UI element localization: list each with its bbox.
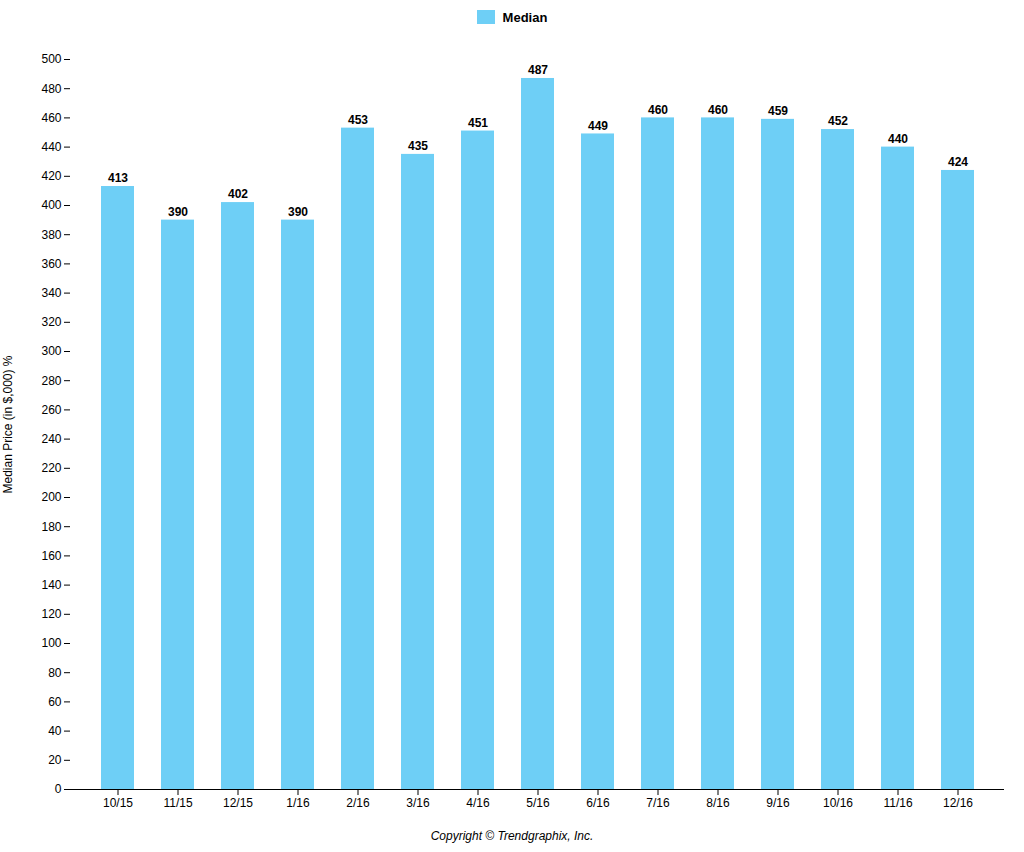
svg-text:200: 200 (41, 490, 61, 504)
svg-text:7/16: 7/16 (646, 796, 670, 810)
svg-text:360: 360 (41, 257, 61, 271)
svg-text:1/16: 1/16 (286, 796, 310, 810)
svg-text:413: 413 (108, 171, 128, 185)
svg-text:100: 100 (41, 636, 61, 650)
svg-text:480: 480 (41, 82, 61, 96)
svg-text:120: 120 (41, 607, 61, 621)
svg-text:80: 80 (48, 666, 62, 680)
svg-text:390: 390 (168, 205, 188, 219)
svg-text:9/16: 9/16 (766, 796, 790, 810)
svg-text:4/16: 4/16 (466, 796, 490, 810)
svg-text:Median Price (in $,000) %: Median Price (in $,000) % (1, 355, 15, 493)
svg-text:400: 400 (41, 198, 61, 212)
svg-text:10/16: 10/16 (823, 796, 853, 810)
svg-text:487: 487 (528, 63, 548, 77)
svg-text:40: 40 (48, 724, 62, 738)
svg-text:5/16: 5/16 (526, 796, 550, 810)
svg-text:390: 390 (288, 205, 308, 219)
svg-text:12/15: 12/15 (223, 796, 253, 810)
svg-text:20: 20 (48, 753, 62, 767)
html-text:Median: Median (502, 9, 548, 25)
svg-text:459: 459 (768, 104, 788, 118)
svg-text:6/16: 6/16 (586, 796, 610, 810)
svg-text:160: 160 (41, 549, 61, 563)
svg-text:300: 300 (41, 344, 61, 358)
svg-text:260: 260 (41, 403, 61, 417)
svg-text:220: 220 (41, 461, 61, 475)
svg-text:451: 451 (468, 116, 488, 130)
svg-text:460: 460 (41, 111, 61, 125)
svg-text:452: 452 (828, 114, 848, 128)
svg-text:380: 380 (41, 228, 61, 242)
svg-text:140: 140 (41, 578, 61, 592)
svg-text:12/16: 12/16 (943, 796, 973, 810)
svg-text:460: 460 (708, 103, 728, 117)
svg-text:424: 424 (948, 155, 968, 169)
svg-text:460: 460 (648, 103, 668, 117)
svg-text:340: 340 (41, 286, 61, 300)
svg-text:10/15: 10/15 (103, 796, 133, 810)
svg-text:453: 453 (348, 113, 368, 127)
html-text:Copyright © Trendgraphix, Inc.: Copyright © Trendgraphix, Inc. (430, 829, 594, 843)
svg-text:60: 60 (48, 695, 62, 709)
svg-text:240: 240 (41, 432, 61, 446)
svg-text:420: 420 (41, 169, 61, 183)
svg-text:449: 449 (588, 119, 608, 133)
svg-text:11/15: 11/15 (163, 796, 192, 810)
svg-text:435: 435 (408, 139, 428, 153)
svg-text:280: 280 (41, 374, 61, 388)
svg-text:180: 180 (41, 520, 61, 534)
svg-text:500: 500 (41, 52, 61, 66)
svg-text:0: 0 (55, 782, 62, 796)
svg-text:11/16: 11/16 (883, 796, 912, 810)
svg-text:2/16: 2/16 (346, 796, 370, 810)
svg-text:440: 440 (888, 132, 908, 146)
svg-text:402: 402 (228, 187, 248, 201)
svg-text:3/16: 3/16 (406, 796, 430, 810)
svg-text:320: 320 (41, 315, 61, 329)
svg-text:8/16: 8/16 (706, 796, 730, 810)
svg-text:440: 440 (41, 140, 61, 154)
